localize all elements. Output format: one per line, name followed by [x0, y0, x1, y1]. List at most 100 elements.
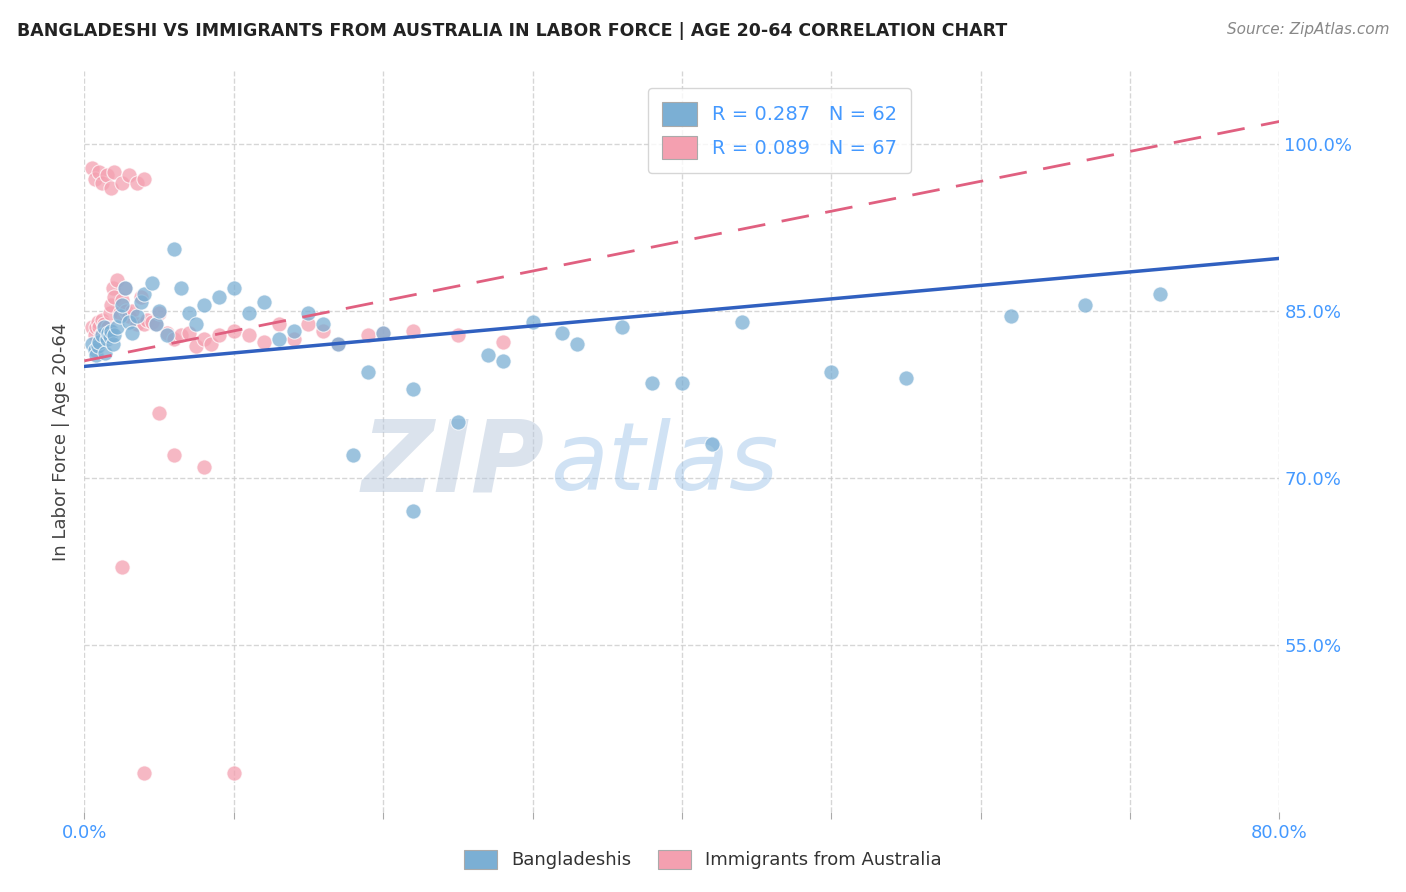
- Point: [328, 337, 350, 351]
- Point: [193, 459, 215, 474]
- Point: [132, 287, 156, 301]
- Point: [89, 320, 111, 334]
- Point: [297, 317, 319, 331]
- Point: [93, 317, 115, 331]
- Point: [894, 370, 917, 384]
- Point: [1149, 287, 1171, 301]
- Point: [492, 334, 515, 349]
- Point: [357, 365, 380, 379]
- Point: [125, 176, 148, 190]
- Point: [89, 164, 111, 178]
- Point: [193, 332, 215, 346]
- Point: [222, 324, 245, 338]
- Point: [170, 281, 193, 295]
- Point: [110, 306, 132, 320]
- Point: [94, 326, 117, 340]
- Point: [111, 298, 134, 312]
- Point: [136, 312, 159, 326]
- Point: [186, 317, 208, 331]
- Point: [163, 243, 186, 257]
- Point: [111, 559, 134, 574]
- Point: [118, 168, 141, 182]
- Point: [402, 324, 425, 338]
- Point: [1074, 298, 1097, 312]
- Point: [820, 365, 842, 379]
- Legend: R = 0.287   N = 62, R = 0.089   N = 67: R = 0.287 N = 62, R = 0.089 N = 67: [648, 88, 911, 173]
- Y-axis label: In Labor Force | Age 20-64: In Labor Force | Age 20-64: [52, 322, 70, 561]
- Point: [208, 328, 231, 343]
- Point: [253, 294, 276, 309]
- Point: [111, 176, 134, 190]
- Point: [94, 346, 117, 360]
- Point: [148, 306, 170, 320]
- Point: [90, 328, 112, 343]
- Point: [103, 164, 125, 178]
- Legend: Bangladeshis, Immigrants from Australia: Bangladeshis, Immigrants from Australia: [456, 840, 950, 879]
- Point: [83, 343, 105, 357]
- Point: [87, 339, 110, 353]
- Point: [101, 281, 124, 295]
- Point: [328, 337, 350, 351]
- Point: [91, 312, 114, 326]
- Point: [312, 317, 335, 331]
- Point: [297, 306, 319, 320]
- Point: [101, 337, 124, 351]
- Point: [83, 172, 105, 186]
- Point: [121, 326, 143, 340]
- Point: [97, 326, 120, 340]
- Point: [103, 290, 125, 304]
- Point: [91, 176, 114, 190]
- Point: [283, 332, 305, 346]
- Point: [96, 168, 118, 182]
- Point: [97, 320, 120, 334]
- Point: [193, 298, 215, 312]
- Point: [238, 306, 260, 320]
- Point: [402, 504, 425, 518]
- Point: [402, 382, 425, 396]
- Point: [141, 315, 163, 329]
- Point: [163, 332, 186, 346]
- Point: [177, 326, 200, 340]
- Point: [342, 449, 364, 463]
- Point: [522, 315, 544, 329]
- Point: [100, 181, 122, 195]
- Point: [141, 276, 163, 290]
- Point: [163, 449, 186, 463]
- Point: [373, 326, 395, 340]
- Point: [208, 290, 231, 304]
- Point: [612, 320, 634, 334]
- Point: [114, 281, 136, 295]
- Point: [98, 329, 121, 343]
- Point: [115, 303, 138, 318]
- Text: Source: ZipAtlas.com: Source: ZipAtlas.com: [1226, 22, 1389, 37]
- Point: [114, 281, 136, 295]
- Point: [145, 317, 167, 331]
- Point: [186, 339, 208, 353]
- Point: [105, 272, 128, 286]
- Point: [132, 172, 156, 186]
- Point: [96, 328, 118, 343]
- Point: [118, 315, 141, 329]
- Point: [447, 415, 470, 429]
- Point: [129, 294, 152, 309]
- Point: [132, 317, 156, 331]
- Point: [148, 303, 170, 318]
- Text: ZIP: ZIP: [361, 416, 544, 512]
- Point: [89, 334, 111, 349]
- Point: [567, 337, 589, 351]
- Point: [110, 310, 132, 324]
- Point: [492, 354, 515, 368]
- Point: [238, 328, 260, 343]
- Point: [96, 332, 118, 346]
- Point: [477, 348, 499, 362]
- Point: [98, 306, 121, 320]
- Point: [125, 310, 148, 324]
- Point: [129, 290, 152, 304]
- Point: [447, 328, 470, 343]
- Point: [312, 324, 335, 338]
- Point: [170, 328, 193, 343]
- Point: [155, 328, 177, 343]
- Point: [671, 376, 693, 390]
- Point: [80, 337, 103, 351]
- Text: atlas: atlas: [551, 418, 779, 509]
